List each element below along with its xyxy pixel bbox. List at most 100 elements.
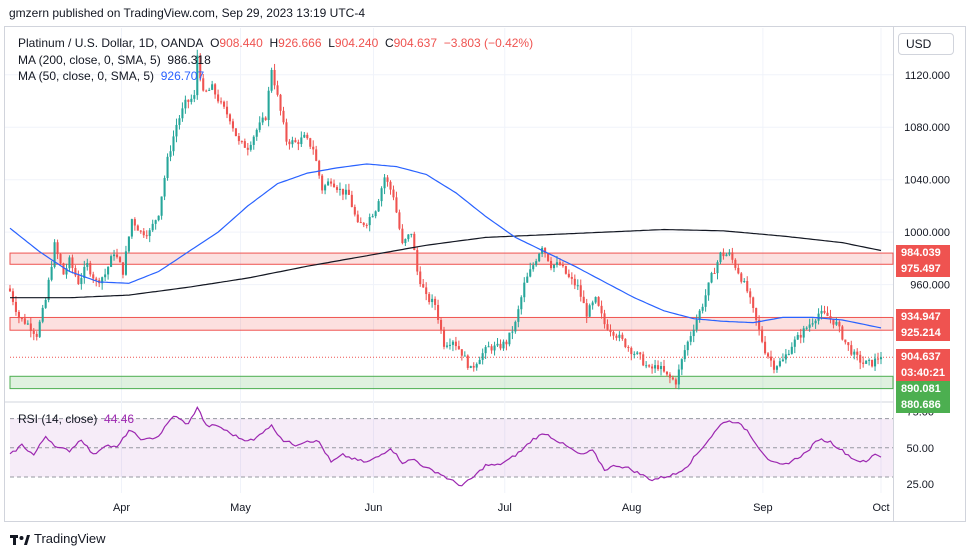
candle-up: [811, 323, 814, 325]
rsi-legend[interactable]: RSI (14, close) 44.46: [18, 412, 134, 426]
candle-down: [353, 206, 356, 215]
candle-up: [148, 230, 151, 237]
price-badge: 904.637: [896, 349, 950, 366]
candle-down: [136, 225, 139, 231]
price-badge: 880.686: [896, 397, 950, 414]
candle-down: [202, 78, 205, 91]
candle-down: [428, 294, 431, 303]
candle-up: [645, 365, 648, 367]
candle-up: [344, 189, 347, 195]
price-badge: 925.214: [896, 325, 950, 342]
candle-down: [544, 247, 547, 254]
candle-down: [386, 177, 389, 182]
price-badge: 03:40:21: [896, 365, 950, 382]
candle-up: [555, 262, 559, 265]
candle-down: [118, 257, 122, 263]
candle-up: [410, 233, 413, 235]
candle-down: [740, 273, 743, 282]
candle-up: [371, 216, 374, 218]
candle-down: [389, 181, 392, 190]
ma50-value: 926.707: [160, 69, 205, 83]
candle-up: [817, 313, 820, 321]
price-badge: 934.947: [896, 309, 950, 326]
candle-down: [597, 297, 600, 306]
candle-down: [276, 85, 279, 95]
time-tick-label: May: [230, 502, 251, 514]
candle-up: [781, 359, 784, 362]
candle-up: [407, 234, 410, 240]
candle-down: [285, 122, 288, 142]
candle-down: [642, 354, 645, 366]
candle-up: [181, 108, 184, 119]
candle-down: [312, 146, 315, 150]
candle-up: [249, 144, 252, 150]
candle-down: [547, 253, 550, 261]
candle-up: [719, 252, 722, 263]
candle-up: [324, 185, 327, 191]
candle-up: [130, 219, 133, 237]
candle-up: [41, 307, 44, 322]
candle-layer: [8, 49, 883, 390]
ma200-label: MA (200, close, 0, SMA, 5): [18, 53, 161, 67]
candle-up: [124, 251, 127, 275]
candle-up: [618, 334, 621, 338]
candle-up: [169, 151, 172, 157]
candle-down: [862, 362, 865, 364]
time-tick-label: Aug: [622, 502, 642, 514]
ma200-line: [10, 228, 882, 299]
candle-down: [362, 222, 365, 225]
candle-up: [820, 310, 823, 314]
candle-up: [303, 134, 306, 138]
currency-button[interactable]: USD: [898, 33, 954, 55]
price-badge: 984.039: [896, 245, 950, 262]
candle-down: [722, 252, 725, 257]
footer-brand[interactable]: TradingView: [10, 531, 106, 546]
candle-down: [466, 355, 469, 368]
candle-down: [579, 285, 582, 297]
ma200-legend[interactable]: MA (200, close, 0, SMA, 5) 986.318: [18, 53, 211, 67]
axis-layer: 1120.000 1080.000 1040.000 1000.000 960.000 A…: [113, 70, 950, 514]
candle-down: [823, 310, 826, 313]
ma50-label: MA (50, close, 0, SMA, 5): [18, 69, 155, 83]
price-tick-label: 960.000: [910, 280, 950, 292]
candle-down: [121, 262, 125, 275]
candle-up: [496, 343, 499, 346]
candle-down: [651, 366, 654, 369]
candle-up: [511, 331, 514, 333]
candle-down: [573, 278, 576, 286]
candle-up: [261, 117, 264, 123]
candle-down: [401, 228, 404, 244]
candle-down: [315, 149, 318, 161]
candle-down: [752, 297, 755, 308]
candle-up: [154, 220, 157, 224]
rsi-value: 44.46: [104, 412, 135, 426]
candle-down: [422, 284, 425, 288]
candle-up: [107, 266, 110, 275]
candle-up: [252, 136, 255, 145]
candle-up: [520, 297, 523, 310]
symbol-title[interactable]: Platinum / U.S. Dollar, 1D, OANDA: [18, 36, 204, 50]
candle-up: [374, 211, 377, 217]
ma50-legend[interactable]: MA (50, close, 0, SMA, 5) 926.707: [18, 69, 204, 83]
candle-down: [234, 128, 237, 137]
candle-down: [437, 304, 440, 320]
candle-up: [874, 358, 877, 367]
candle-down: [395, 197, 398, 213]
time-tick-label: Oct: [872, 502, 889, 514]
candle-up: [110, 256, 113, 267]
candle-up: [101, 277, 104, 284]
candle-up: [163, 177, 166, 197]
candle-down: [505, 341, 508, 345]
time-tick-label: Jun: [365, 502, 383, 514]
candle-down: [549, 260, 553, 269]
candle-up: [487, 346, 490, 348]
candle-up: [529, 269, 532, 277]
candle-up: [865, 360, 868, 364]
high-label: H: [269, 36, 279, 50]
candle-up: [166, 156, 169, 178]
candle-down: [454, 341, 457, 347]
candle-up: [113, 254, 116, 257]
candle-down: [145, 235, 148, 237]
candle-down: [609, 329, 612, 333]
